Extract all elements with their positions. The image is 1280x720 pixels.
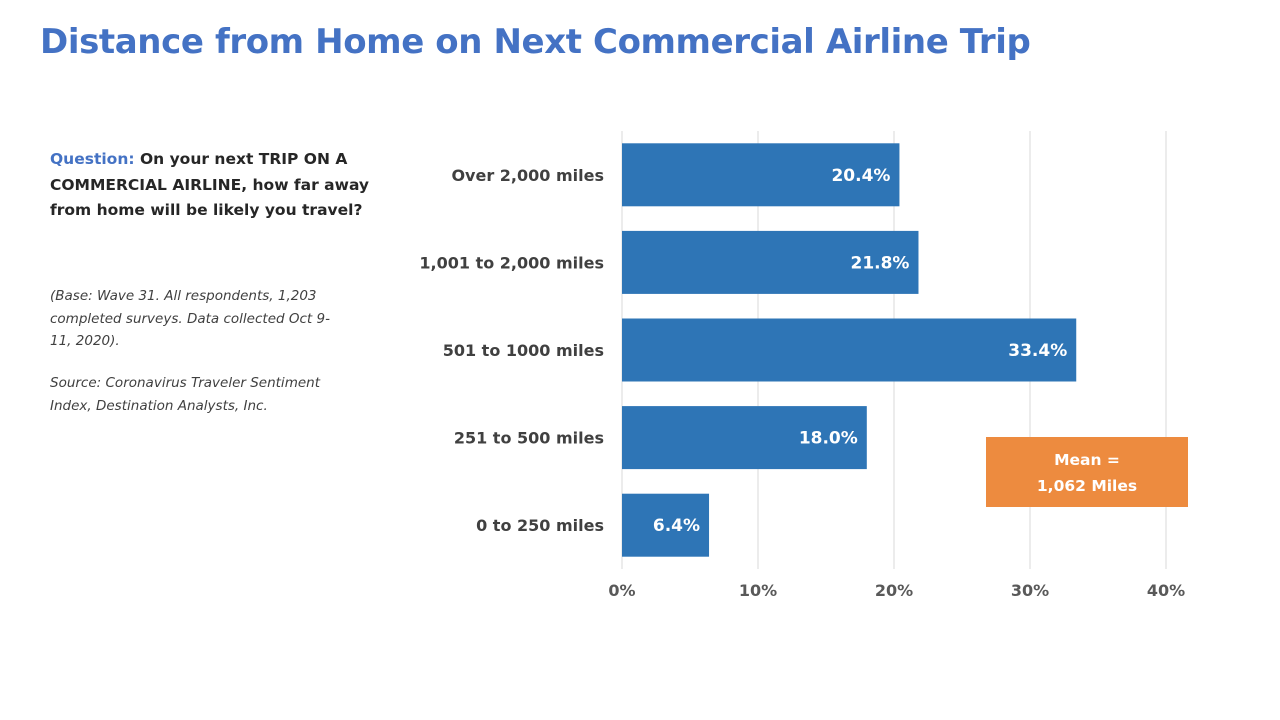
- data-label: 20.4%: [831, 166, 890, 186]
- slide-title: Distance from Home on Next Commercial Ai…: [40, 22, 1031, 62]
- x-tick-label: 0%: [608, 581, 635, 600]
- labels: 0% 10% 20% 30% 40% Over 2,000 miles 20.4% 1,001…: [419, 166, 1185, 600]
- base-note: (Base: Wave 31. All respondents, 1,203 c…: [50, 288, 330, 349]
- category-label: Over 2,000 miles: [451, 166, 604, 185]
- mean-annotation-line2: 1,062 Miles: [1036, 477, 1138, 495]
- question-label: Question:: [50, 150, 135, 168]
- data-label: 18.0%: [799, 429, 858, 449]
- bars: [622, 143, 1077, 557]
- data-label: 6.4%: [653, 516, 700, 536]
- data-label: 33.4%: [1008, 341, 1067, 361]
- source-note: Source: Coronavirus Traveler Sentiment I…: [50, 375, 320, 414]
- mean-annotation-box: Mean = 1,062 Miles: [986, 437, 1188, 507]
- x-tick-label: 30%: [1011, 581, 1049, 600]
- bar: [622, 318, 1077, 382]
- bar: [622, 230, 919, 294]
- category-label: 501 to 1000 miles: [443, 341, 604, 360]
- bar: [622, 406, 867, 470]
- x-tick-label: 40%: [1147, 581, 1185, 600]
- question-block: Question: On your next TRIP ON A COMMERC…: [50, 147, 380, 224]
- data-label: 21.8%: [850, 253, 909, 273]
- bar: [622, 143, 900, 207]
- category-label: 0 to 250 miles: [476, 516, 604, 535]
- x-tick-label: 10%: [739, 581, 777, 600]
- bar: [622, 493, 710, 557]
- question-text: On your next TRIP ON A COMMERCIAL AIRLIN…: [50, 150, 370, 219]
- category-label: 1,001 to 2,000 miles: [419, 253, 604, 272]
- mean-annotation-line1: Mean =: [1054, 451, 1120, 469]
- x-tick-label: 20%: [875, 581, 913, 600]
- category-label: 251 to 500 miles: [454, 429, 604, 448]
